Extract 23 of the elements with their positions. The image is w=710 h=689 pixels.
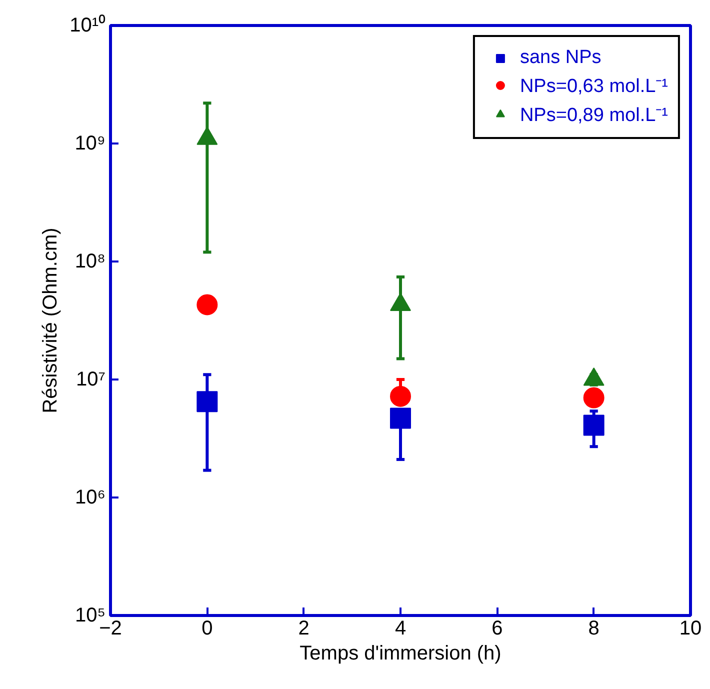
point (196, 126, 218, 145)
point (196, 294, 218, 316)
legend-label: NPs=0,89 mol.L⁻¹ (520, 104, 668, 127)
y-tick-label: 10⁶ (75, 486, 106, 508)
point (390, 386, 411, 407)
x-tick-label: 0 (202, 618, 213, 640)
point (583, 387, 604, 408)
point (390, 408, 411, 429)
legend-label: NPs=0,63 mol.L⁻¹ (520, 75, 668, 98)
y-tick-label: 10⁸ (74, 250, 106, 272)
legend-label: sans NPs (520, 47, 602, 69)
x-tick-label: 10 (679, 618, 702, 640)
point (583, 414, 604, 436)
x-axis-title: Temps d'immersion (h) (300, 642, 502, 664)
point (196, 391, 218, 412)
y-tick-label: 10¹⁰ (70, 14, 106, 36)
y-tick-label: 10⁹ (74, 132, 106, 154)
y-tick-label: 10⁷ (76, 368, 106, 390)
x-tick-label: 4 (394, 618, 406, 640)
x-tick-label: 8 (588, 618, 600, 640)
x-tick-label: 6 (492, 618, 503, 640)
y-axis-title: Résistivité (Ohm.cm) (40, 228, 62, 414)
x-tick-label: 2 (298, 618, 310, 640)
